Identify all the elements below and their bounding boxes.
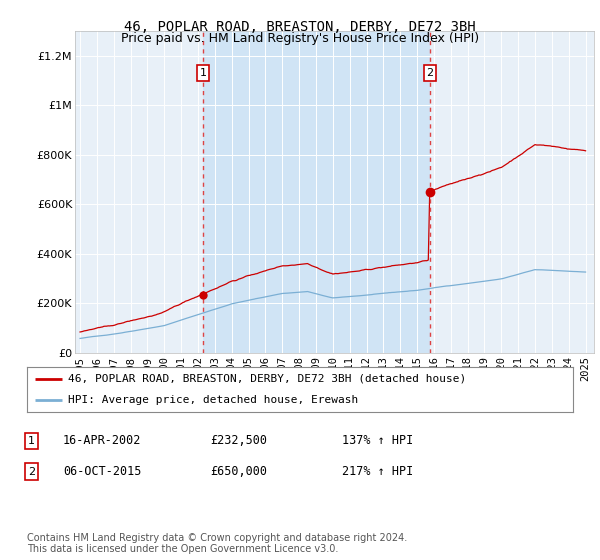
Bar (203, 31, 430, 353)
Text: Price paid vs. HM Land Registry's House Price Index (HPI): Price paid vs. HM Land Registry's House … (121, 32, 479, 45)
Text: 2: 2 (28, 466, 35, 477)
Text: 1: 1 (28, 436, 35, 446)
Text: 137% ↑ HPI: 137% ↑ HPI (342, 434, 413, 447)
Text: 217% ↑ HPI: 217% ↑ HPI (342, 465, 413, 478)
Text: 46, POPLAR ROAD, BREASTON, DERBY, DE72 3BH (detached house): 46, POPLAR ROAD, BREASTON, DERBY, DE72 3… (68, 374, 466, 384)
Text: 2: 2 (427, 68, 434, 78)
Text: 16-APR-2002: 16-APR-2002 (63, 434, 142, 447)
Text: 1: 1 (199, 68, 206, 78)
Text: Contains HM Land Registry data © Crown copyright and database right 2024.
This d: Contains HM Land Registry data © Crown c… (27, 533, 407, 554)
Text: 46, POPLAR ROAD, BREASTON, DERBY, DE72 3BH: 46, POPLAR ROAD, BREASTON, DERBY, DE72 3… (124, 20, 476, 34)
Text: 06-OCT-2015: 06-OCT-2015 (63, 465, 142, 478)
Text: £650,000: £650,000 (210, 465, 267, 478)
Text: £232,500: £232,500 (210, 434, 267, 447)
Text: HPI: Average price, detached house, Erewash: HPI: Average price, detached house, Erew… (68, 395, 358, 405)
